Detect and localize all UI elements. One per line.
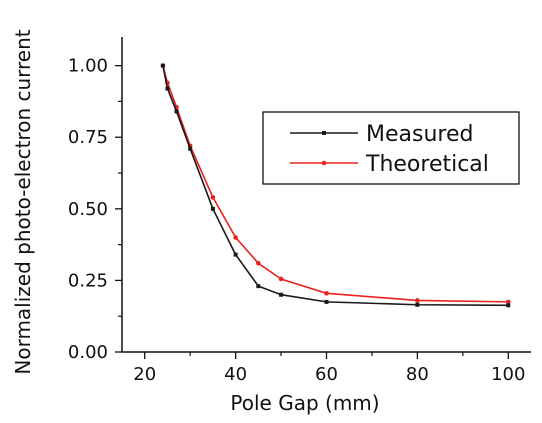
data-point-measured	[160, 63, 165, 68]
data-point-theoretical	[233, 235, 238, 240]
data-point-theoretical	[324, 290, 329, 296]
data-point-theoretical	[210, 195, 216, 200]
data-point-measured	[210, 206, 215, 211]
y-tick-label: 0.75	[68, 127, 108, 148]
data-point-theoretical	[505, 299, 511, 305]
legend-label-measured: Measured	[366, 122, 473, 147]
data-point-theoretical	[278, 276, 284, 282]
x-tick-label: 60	[315, 364, 338, 385]
y-tick-label: 0.50	[68, 199, 108, 220]
series-layer	[160, 63, 511, 308]
data-point-measured	[233, 252, 238, 257]
y-axis-label: Normalized photo-electron current	[11, 29, 35, 374]
data-point-theoretical	[415, 298, 420, 303]
data-point-measured	[174, 109, 179, 114]
data-point-measured	[279, 292, 284, 297]
x-axis-label: Pole Gap (mm)	[230, 391, 379, 415]
data-point-measured	[188, 146, 193, 151]
y-tick-label: 0.00	[68, 342, 108, 363]
x-tick-label: 100	[491, 364, 525, 385]
legend-box	[262, 111, 520, 185]
data-point-measured	[415, 302, 420, 307]
x-tick-label: 40	[224, 364, 247, 385]
legend-marker-measured	[322, 131, 326, 135]
data-point-measured	[256, 284, 261, 289]
axes: 20 40 60 80 100 0.00 0.25 0.50 0.75 1.00	[68, 37, 531, 385]
y-tick-label: 0.25	[68, 270, 108, 291]
legend-label-theoretical: Theoretical	[365, 152, 489, 177]
legend: Measured Theoretical	[262, 111, 520, 185]
x-tick-label: 20	[133, 364, 156, 385]
data-point-theoretical	[256, 260, 261, 266]
legend-marker-theoretical	[321, 160, 327, 166]
data-point-measured	[506, 303, 511, 308]
series-line-measured	[162, 65, 509, 307]
data-point-measured	[324, 299, 329, 304]
x-tick-label: 80	[406, 364, 429, 385]
y-tick-label: 1.00	[68, 56, 108, 77]
data-point-measured	[165, 86, 170, 91]
